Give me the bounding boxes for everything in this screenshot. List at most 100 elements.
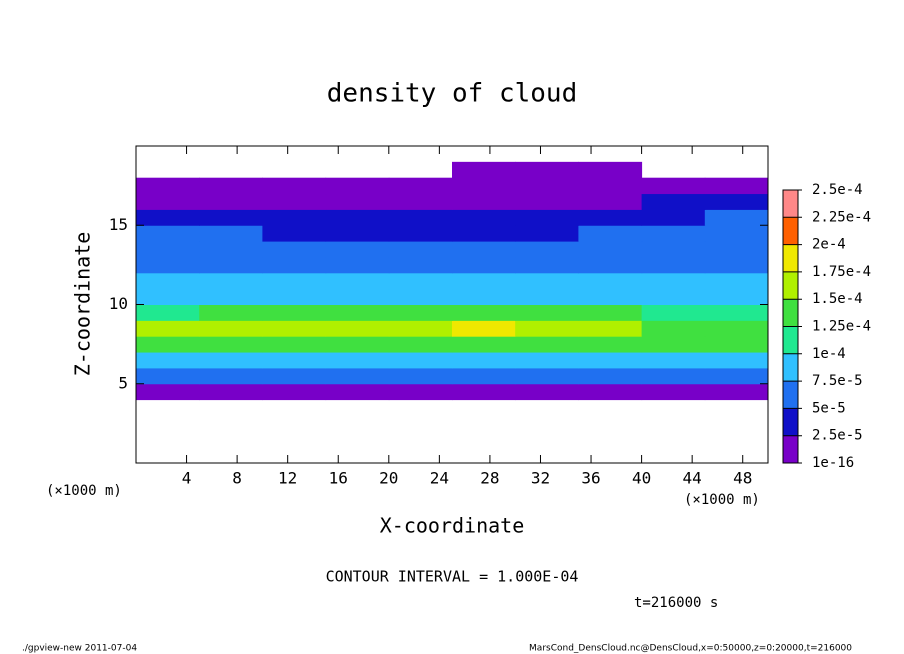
colorbar-band: [783, 190, 798, 218]
cell: [641, 193, 706, 210]
cell: [515, 241, 579, 258]
cell: [578, 383, 643, 401]
cell: [704, 367, 769, 385]
cell: [704, 304, 769, 321]
cell: [515, 256, 579, 274]
cell: [388, 241, 453, 258]
cell: [704, 320, 769, 337]
cell: [262, 367, 327, 385]
cell: [515, 336, 579, 353]
cell: [515, 209, 579, 226]
cell: [515, 193, 579, 210]
cell: [388, 367, 453, 385]
cell: [452, 241, 516, 258]
cell: [452, 383, 516, 401]
cell: [199, 383, 263, 401]
colorbar-label: 7.5e-5: [812, 373, 863, 389]
cell: [388, 336, 453, 353]
cell: [325, 304, 390, 321]
cell: [641, 177, 706, 195]
x-unit: (×1000 m): [46, 483, 122, 499]
cell: [136, 272, 200, 290]
cell: [199, 193, 263, 210]
cell: [515, 352, 579, 369]
colorbar-label: 2.5e-4: [812, 182, 863, 198]
y-tick-label: 10: [109, 294, 128, 313]
cell: [388, 177, 453, 195]
x-unit: (×1000 m): [684, 492, 760, 508]
cell: [388, 383, 453, 401]
cell: [325, 256, 390, 274]
cell: [452, 367, 516, 385]
cell: [641, 352, 706, 369]
cell: [578, 177, 643, 195]
footer-left: ./gpview-new 2011-07-04: [22, 644, 137, 654]
cell: [262, 336, 327, 353]
cell: [452, 193, 516, 210]
cell: [136, 352, 200, 369]
colorbar-band: [783, 353, 798, 382]
cell: [515, 161, 579, 179]
colorbar-label: 5e-5: [812, 400, 846, 416]
colorbar-label: 1e-4: [812, 346, 846, 362]
cell: [704, 256, 769, 274]
cell: [262, 272, 327, 290]
cell: [704, 225, 769, 242]
cell: [262, 256, 327, 274]
cell: [136, 336, 200, 353]
cell: [515, 383, 579, 401]
cell: [388, 320, 453, 337]
cell: [452, 225, 516, 242]
cell: [578, 304, 643, 321]
cell: [515, 367, 579, 385]
cell: [578, 320, 643, 337]
footer-right: MarsCond_DensCloud.nc@DensCloud,x=0:5000…: [529, 644, 852, 654]
cell: [199, 241, 263, 258]
y-axis-label: Z-coordinate: [71, 232, 95, 377]
cell: [136, 304, 200, 321]
cell: [641, 256, 706, 274]
colorbar-label: 2.25e-4: [812, 209, 871, 225]
cell: [578, 352, 643, 369]
cell: [325, 177, 390, 195]
cell: [262, 241, 327, 258]
cell: [452, 320, 516, 337]
cell: [199, 367, 263, 385]
cell: [704, 288, 769, 305]
cell: [578, 241, 643, 258]
x-tick-label: 4: [182, 469, 192, 488]
cell: [199, 336, 263, 353]
chart-title: density of cloud: [327, 79, 577, 109]
cell: [452, 352, 516, 369]
cell: [641, 225, 706, 242]
cell: [452, 256, 516, 274]
cell: [388, 352, 453, 369]
cell: [199, 256, 263, 274]
cell: [325, 288, 390, 305]
cell: [388, 193, 453, 210]
cell: [136, 225, 200, 242]
cell: [578, 209, 643, 226]
cell: [325, 193, 390, 210]
cell: [515, 304, 579, 321]
colorbar-label: 2e-4: [812, 237, 846, 253]
colorbar-band: [783, 244, 798, 272]
cell: [641, 209, 706, 226]
cell: [578, 193, 643, 210]
x-tick-label: 28: [480, 469, 499, 488]
cell: [641, 383, 706, 401]
cell: [578, 367, 643, 385]
cell: [262, 225, 327, 242]
cell: [199, 272, 263, 290]
cell: [704, 383, 769, 401]
cell: [262, 288, 327, 305]
x-axis-label: X-coordinate: [380, 514, 525, 538]
cell: [325, 367, 390, 385]
colorbar-label: 1.5e-4: [812, 291, 863, 307]
x-tick-label: 20: [379, 469, 398, 488]
cell: [641, 272, 706, 290]
cell: [641, 241, 706, 258]
cell: [452, 161, 516, 179]
cell: [452, 304, 516, 321]
